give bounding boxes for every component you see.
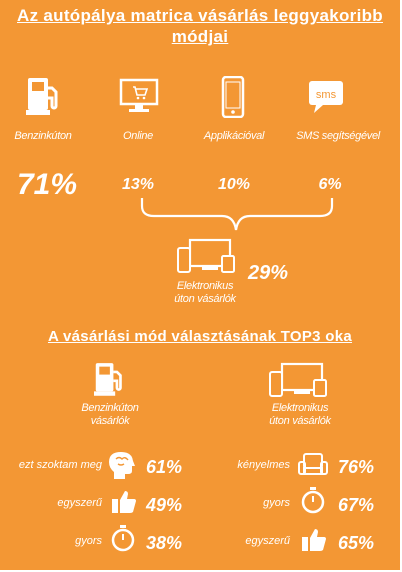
method-percent-benzinkut: 71% [16,168,78,201]
right-reason-percent: 65% [338,533,375,553]
method-label-benzinkut: Benzinkúton [14,130,72,142]
right-reason-label: egyszerű [245,535,290,547]
method-label-applikacio: Applikációval [203,130,265,142]
grouping-brace [140,196,336,236]
thumbs-up-icon [111,488,137,514]
left-group-label-line1: Benzinkúton [81,402,139,414]
left-reason-percent: 61% [146,457,183,477]
smartphone-icon [221,76,245,118]
left-group-label-line2: vásárlók [90,415,130,427]
method-percent-online: 13% [121,176,155,193]
right-group-label-line1: Elektronikus [271,402,329,414]
monitor-cart-icon [119,78,159,114]
left-reason-label: gyors [75,535,102,547]
head-brain-icon [108,451,136,481]
sms-bubble-icon: sms [308,80,344,114]
armchair-icon [298,452,328,478]
section-title-top3: A vásárlási mód választásának TOP3 oka [47,328,353,345]
right-group-label-line2: úton vásárlók [269,415,331,427]
main-title-line2: módjai [171,27,229,46]
left-reason-label: egyszerű [57,497,102,509]
svg-text:sms: sms [316,89,337,101]
fuel-pump-icon [94,360,124,398]
right-reason-label: gyors [263,497,290,509]
main-title-line1: Az autópálya matrica vásárlás leggyakori… [17,6,383,25]
left-reason-label: ezt szoktam meg [18,459,102,471]
left-reason-percent: 49% [146,495,183,515]
right-reason-percent: 67% [338,495,375,515]
fuel-pump-icon [26,76,60,116]
devices-icon [176,238,236,274]
left-reason-percent: 38% [146,533,183,553]
devices-icon [268,362,328,398]
electronic-percent: 29% [248,262,289,284]
method-label-online: Online [123,130,153,142]
electronic-label-line1: Elektronikus [176,280,234,292]
electronic-label-line2: úton vásárlók [174,293,236,305]
method-percent-applikacio: 10% [217,176,251,193]
method-label-sms: SMS segítségével [296,130,380,142]
method-percent-sms: 6% [318,176,342,193]
thumbs-up-icon [301,526,327,552]
right-reason-label: kényelmes [237,459,290,471]
stopwatch-icon [300,486,326,514]
stopwatch-icon [110,524,136,552]
right-reason-percent: 76% [338,457,375,477]
